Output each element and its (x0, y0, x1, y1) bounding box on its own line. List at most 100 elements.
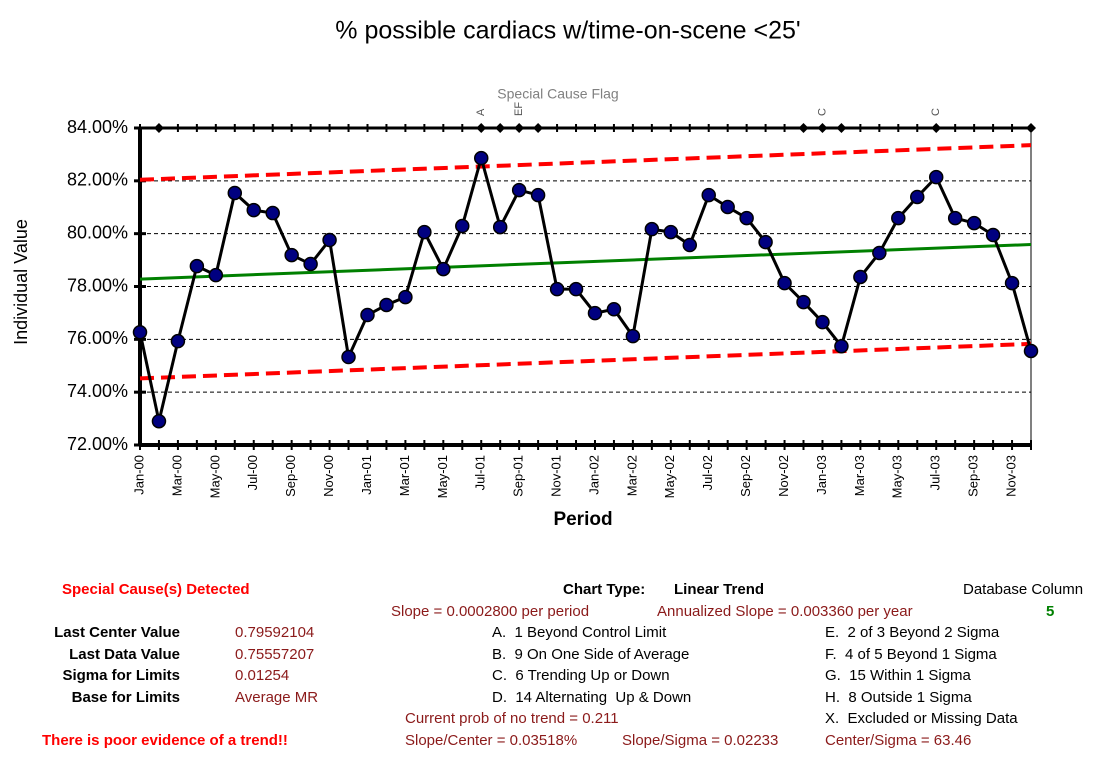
data-point (701, 187, 716, 203)
x-tick-label: Nov-02 (776, 455, 791, 497)
data-point (758, 234, 773, 250)
data-point (720, 199, 735, 215)
database-column: 5 (1046, 603, 1055, 620)
data-point (947, 210, 963, 226)
flag-letter: C (816, 108, 828, 116)
chart-type: Linear Trend (674, 581, 765, 598)
data-point (227, 185, 243, 201)
flag-title: Special Cause Flag (497, 86, 618, 102)
data-point (303, 256, 318, 272)
data-point (796, 294, 811, 310)
flag-letter: A (475, 108, 487, 116)
data-point (625, 328, 641, 344)
x-tick-label: Sep-01 (511, 455, 526, 497)
rule: F. 4 of 5 Beyond 1 Sigma (825, 645, 997, 663)
upper-limit (139, 143, 1032, 182)
rule: A. 1 Beyond Control Limit (492, 624, 667, 641)
x-tick-label: May-03 (890, 455, 905, 498)
data-point (436, 261, 451, 277)
center-line (139, 242, 1032, 281)
x-tick-label: Mar-01 (397, 455, 412, 496)
y-axis-title: Individual Value (11, 219, 31, 345)
annualized-slope: Annualized Slope = 0.003360 per year (657, 603, 913, 620)
data-point (891, 210, 906, 226)
chart-title: % possible cardiacs w/time-on-scene <25' (335, 17, 800, 45)
data-point (815, 314, 830, 330)
chart-type-label: Chart Type: (563, 581, 646, 598)
data-point (910, 189, 925, 205)
data-point (379, 297, 394, 313)
stat-label: Base for Limits (71, 688, 180, 706)
data-point (966, 215, 982, 231)
data-point (928, 169, 944, 185)
data-point (151, 413, 167, 429)
stat-label: Last Center Value (54, 624, 180, 641)
lower-limit (139, 341, 1032, 381)
rule: E. 2 of 3 Beyond 2 Sigma (825, 624, 1000, 641)
data-point (189, 258, 205, 274)
y-tick-label: 78.00% (67, 275, 128, 295)
data-point (170, 333, 186, 349)
slope: Slope = 0.0002800 per period (391, 603, 590, 620)
database-column-label: Database Column (963, 581, 1084, 598)
x-tick-label: Nov-03 (1003, 455, 1018, 497)
data-line (138, 152, 1033, 422)
data-point (777, 275, 792, 291)
slope-center: Slope/Center = 0.03518% (405, 732, 578, 749)
stat-value: 0.01254 (235, 667, 290, 684)
x-tick-label: Jan-03 (814, 455, 829, 495)
x-axis-title: Period (553, 509, 612, 530)
flag-letter: C (930, 108, 942, 116)
data-point (1023, 343, 1039, 359)
data-point (549, 281, 565, 297)
data-point (568, 281, 584, 297)
x-tick-label: May-02 (662, 455, 677, 498)
y-tick-label: 82.00% (67, 170, 128, 190)
x-tick-label: Sep-00 (283, 455, 298, 497)
flag-marker (514, 123, 525, 133)
rule: H. 8 Outside 1 Sigma (825, 688, 972, 706)
data-point (985, 227, 1001, 243)
y-tick-label: 76.00% (67, 328, 128, 348)
data-point (1004, 275, 1020, 291)
data-point (284, 247, 299, 263)
rule: B. 9 On One Side of Average (492, 645, 690, 663)
flag-marker (153, 123, 164, 133)
data-point (530, 187, 546, 203)
data-point (511, 182, 527, 198)
data-point (132, 324, 148, 340)
x-tick-label: Jan-02 (586, 455, 601, 495)
data-point (246, 202, 261, 218)
data-point (853, 269, 868, 285)
flag-letter: EF (513, 102, 525, 116)
x-tick-label: Mar-03 (852, 455, 867, 496)
x-tick-label: Nov-01 (549, 455, 564, 497)
x-tick-label: May-00 (207, 455, 222, 498)
data-point (455, 218, 470, 234)
stat-value: 0.75557207 (235, 645, 315, 663)
data-point (587, 305, 603, 321)
data-point (872, 245, 887, 261)
y-tick-label: 84.00% (67, 117, 128, 137)
stat-value: Average MR (235, 688, 319, 706)
data-point (644, 221, 660, 237)
data-point (834, 338, 849, 354)
x-tick-label: Mar-02 (624, 455, 639, 496)
data-point (208, 267, 224, 283)
chart: % possible cardiacs w/time-on-scene <25'… (11, 17, 1039, 530)
flag-marker (817, 123, 828, 133)
data-point (398, 289, 413, 305)
x-tick-label: Jan-01 (359, 455, 374, 495)
x-tick-label: Nov-00 (321, 455, 336, 497)
special-cause: Special Cause(s) Detected (62, 581, 250, 598)
data-point (341, 349, 356, 365)
x-tick-label: Jul-02 (700, 455, 715, 490)
prob: Current prob of no trend = 0.211 (405, 710, 619, 727)
rule: G. 15 Within 1 Sigma (825, 667, 971, 684)
flag-marker (1026, 123, 1036, 133)
y-tick-label: 72.00% (67, 434, 128, 454)
rule: D. 14 Alternating Up & Down (492, 688, 692, 706)
x-tick-label: Jul-00 (245, 455, 260, 490)
x-tick-label: Jul-01 (473, 455, 488, 490)
